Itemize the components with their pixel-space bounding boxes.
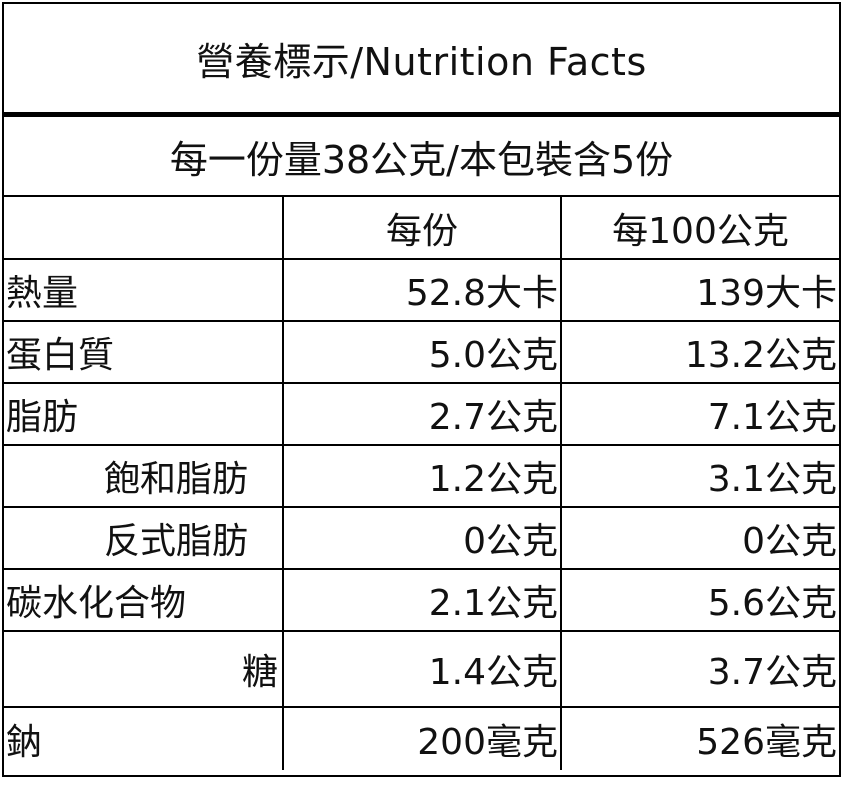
header-blank-cell [4,197,284,259]
per-100g-value: 5.6公克 [561,568,839,631]
per-serving-value: 200毫克 [283,706,562,770]
per-serving-value: 1.4公克 [283,630,562,707]
serving-size: 每一份量38公克/本包裝含5份 [4,117,839,197]
per-100g-value: 7.1公克 [561,382,839,445]
per-100g-value: 526毫克 [561,706,839,770]
per-100g-value: 0公克 [561,506,839,569]
per-serving-value: 0公克 [283,506,562,569]
table-row: 蛋白質 5.0公克 13.2公克 [4,320,839,383]
table-row: 脂肪 2.7公克 7.1公克 [4,382,839,445]
per-serving-value: 52.8大卡 [283,258,562,321]
table-header-row: 每份 每100公克 [4,197,839,259]
table-row: 碳水化合物 2.1公克 5.6公克 [4,568,839,631]
nutrient-name: 碳水化合物 [4,568,284,631]
nutrient-name: 蛋白質 [4,320,284,383]
per-serving-value: 2.7公克 [283,382,562,445]
nutrient-name: 糖 [4,630,284,707]
header-per-serving: 每份 [283,197,562,259]
table-row: 糖 1.4公克 3.7公克 [4,630,839,707]
nutrient-name: 脂肪 [4,382,284,445]
per-100g-value: 3.1公克 [561,444,839,507]
per-100g-value: 3.7公克 [561,630,839,707]
table-row: 鈉 200毫克 526毫克 [4,706,839,770]
per-100g-value: 13.2公克 [561,320,839,383]
nutrition-table: 每份 每100公克 熱量 52.8大卡 139大卡 蛋白質 5.0公克 13.2… [4,197,839,770]
label-title: 營養標示/Nutrition Facts [4,4,839,117]
nutrient-name: 熱量 [4,258,284,321]
nutrient-name: 鈉 [4,706,284,770]
nutrient-name: 飽和脂肪 [4,444,284,507]
per-serving-value: 2.1公克 [283,568,562,631]
table-row: 熱量 52.8大卡 139大卡 [4,258,839,321]
per-serving-value: 1.2公克 [283,444,562,507]
header-per-100g: 每100公克 [612,210,789,252]
nutrient-name: 反式脂肪 [4,506,284,569]
table-row: 飽和脂肪 1.2公克 3.1公克 [4,444,839,507]
per-serving-value: 5.0公克 [283,320,562,383]
nutrition-label: 營養標示/Nutrition Facts 每一份量38公克/本包裝含5份 每份 … [2,2,841,777]
per-100g-value: 139大卡 [561,258,839,321]
table-row: 反式脂肪 0公克 0公克 [4,506,839,569]
